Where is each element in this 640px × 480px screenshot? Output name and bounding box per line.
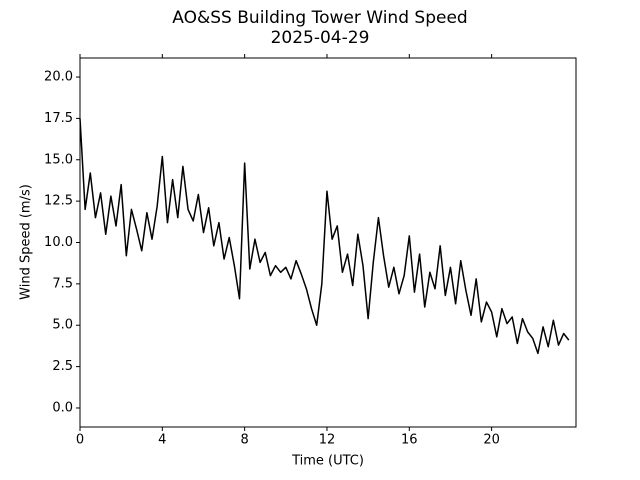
y-tick-label: 2.5 (52, 359, 73, 374)
y-tick-label: 20.0 (44, 70, 73, 85)
y-tick-label: 12.5 (44, 194, 73, 209)
line-series (79, 118, 570, 355)
x-tick-label: 4 (158, 433, 166, 448)
x-tick-label: 20 (483, 433, 500, 448)
y-tick-label: 15.0 (44, 152, 73, 167)
x-tick-label: 16 (401, 433, 418, 448)
chart-subtitle: 2025-04-29 (271, 28, 370, 48)
y-tick-label: 7.5 (52, 276, 73, 291)
y-tick-label: 10.0 (44, 235, 73, 250)
y-axis-label: Wind Speed (m/s) (19, 184, 34, 300)
y-tick-label: 17.5 (44, 111, 73, 126)
chart-title: AO&SS Building Tower Wind Speed (172, 8, 467, 28)
x-tick-label: 0 (76, 433, 84, 448)
x-tick-label: 12 (319, 433, 336, 448)
plot-frame (79, 57, 577, 428)
y-tick-label: 5.0 (52, 318, 73, 333)
x-axis-label: Time (UTC) (291, 454, 364, 469)
y-tick-label: 0.0 (52, 400, 73, 415)
x-tick-label: 8 (241, 433, 249, 448)
